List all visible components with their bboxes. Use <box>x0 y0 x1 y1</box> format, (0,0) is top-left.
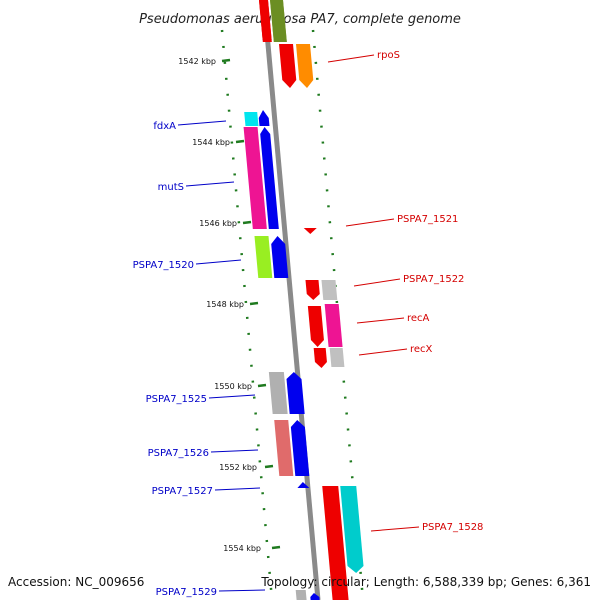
leader-lines-right <box>327 54 420 532</box>
gene-feature <box>243 127 267 229</box>
gene-feature <box>324 304 343 347</box>
gene-label-pspa7-1528: PSPA7_1528 <box>422 522 483 533</box>
gene-feature <box>244 112 259 126</box>
kbp-label: 1550 kbp <box>214 382 252 391</box>
accession-text: Accession: NC_009656 <box>8 575 144 589</box>
gene-feature <box>310 593 320 600</box>
kbp-label: 1552 kbp <box>219 463 257 472</box>
gene-label-fdxa: fdxA <box>153 121 176 132</box>
gene-feature <box>254 236 273 278</box>
gene-feature <box>271 236 289 278</box>
kbp-label: 1554 kbp <box>223 544 261 553</box>
kbp-label: 1548 kbp <box>206 300 244 309</box>
kbp-label: 1544 kbp <box>192 138 230 147</box>
gene-feature <box>305 280 320 300</box>
kbp-labels: 1542 kbp 1544 kbp 1546 kbp 1548 kbp 1550… <box>178 57 261 553</box>
gene-label-pspa7-1526: PSPA7_1526 <box>148 448 209 459</box>
gene-feature <box>329 348 345 367</box>
gene-feature <box>259 0 272 42</box>
genes-reverse-strand <box>279 44 364 600</box>
gene-label-pspa7-1527: PSPA7_1527 <box>152 486 213 497</box>
gene-feature <box>295 590 307 600</box>
gene-feature <box>279 44 297 88</box>
gene-label-pspa7-1522: PSPA7_1522 <box>403 274 464 285</box>
gene-feature <box>322 486 349 600</box>
gene-label-muts: mutS <box>158 182 184 193</box>
gene-label-pspa7-1525: PSPA7_1525 <box>146 394 207 405</box>
gene-feature <box>340 486 364 573</box>
gene-feature <box>268 372 288 414</box>
gene-label-reca: recA <box>407 313 430 324</box>
gene-feature <box>260 127 279 229</box>
genome-backbone <box>261 0 321 600</box>
gene-feature <box>321 280 338 300</box>
gene-labels-left: fdxA mutS PSPA7_1520 PSPA7_1525 PSPA7_15… <box>133 121 217 598</box>
gene-feature <box>274 420 294 476</box>
kbp-label: 1542 kbp <box>178 57 216 66</box>
kbp-label: 1546 kbp <box>199 219 237 228</box>
topology-text: Topology: circular; Length: 6,588,339 bp… <box>260 575 591 589</box>
gene-feature <box>313 348 327 368</box>
major-ticks <box>221 58 281 550</box>
gene-label-pspa7-1529: PSPA7_1529 <box>156 587 217 598</box>
gene-feature <box>297 482 310 488</box>
gene-label-pspa7-1520: PSPA7_1520 <box>133 260 194 271</box>
gene-feature <box>303 228 317 234</box>
leader-lines-left <box>177 120 266 592</box>
gene-label-pspa7-1521: PSPA7_1521 <box>397 214 458 225</box>
gene-label-rpos: rpoS <box>377 50 400 61</box>
gene-label-recx: recX <box>410 344 433 355</box>
gene-feature <box>286 372 305 414</box>
gene-feature <box>258 110 270 126</box>
gene-feature <box>270 0 287 42</box>
gene-feature <box>290 420 310 476</box>
gene-feature <box>296 44 314 88</box>
gene-labels-right: rpoS PSPA7_1521 PSPA7_1522 recA recX PSP… <box>377 50 483 533</box>
map-title: Pseudomonas aeruginosa PA7, complete gen… <box>139 12 461 27</box>
gene-feature <box>307 306 324 347</box>
genes-forward-strand <box>243 0 320 600</box>
